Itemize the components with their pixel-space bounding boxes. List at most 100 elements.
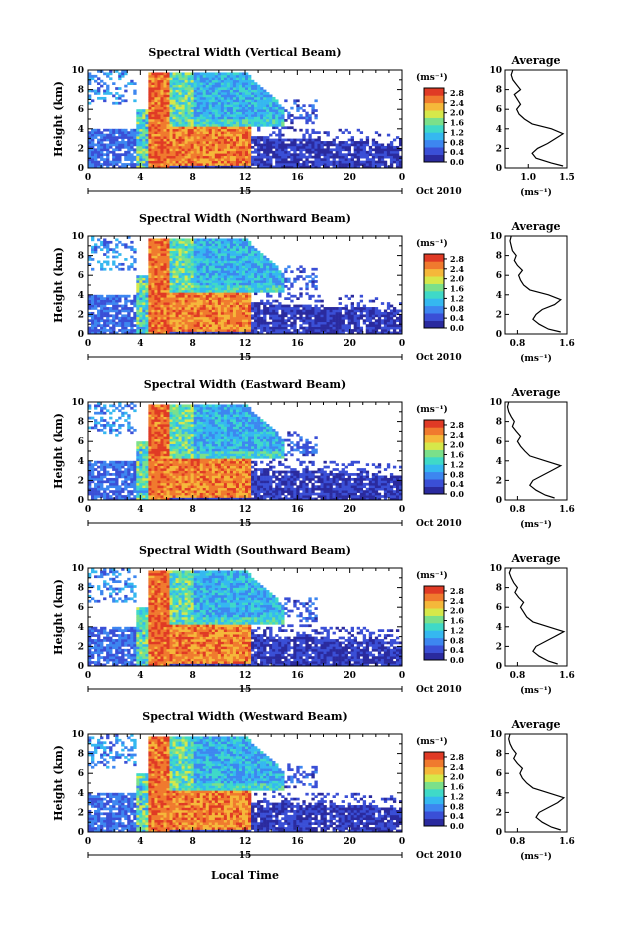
heatmap-cell [139, 131, 143, 134]
heatmap-cell [260, 121, 264, 125]
heatmap-cell [166, 292, 170, 296]
y-tick-label: 4 [78, 125, 84, 135]
heatmap-cell [106, 245, 110, 249]
heatmap-cell [251, 245, 255, 249]
heatmap-cell [245, 109, 249, 112]
heatmap-cell [184, 148, 188, 152]
heatmap-cell [344, 316, 348, 320]
heatmap-cell [320, 158, 324, 161]
heatmap-cell [217, 138, 222, 142]
heatmap-cell [235, 158, 240, 161]
heatmap-cell [199, 121, 204, 125]
heatmap-cell [320, 331, 324, 335]
heatmap-cell [181, 165, 185, 169]
heatmap-cell [398, 158, 403, 161]
heatmap-cell [235, 123, 240, 127]
heatmap-cell [169, 165, 173, 169]
heatmap-cell [226, 77, 231, 81]
colorbar-tick-label: 1.2 [450, 127, 464, 137]
heatmap-cell [305, 307, 309, 310]
heatmap-cell [245, 302, 249, 305]
heatmap-cell [145, 302, 149, 305]
heatmap-cell [205, 72, 210, 76]
heatmap-cell [281, 111, 285, 115]
heatmap-cell [157, 316, 161, 320]
heatmap-cell [184, 104, 188, 108]
heatmap-cell [205, 84, 210, 88]
heatmap-cell [284, 324, 288, 327]
heatmap-cell [248, 289, 252, 293]
heatmap-cell [238, 96, 243, 100]
heatmap-cell [199, 250, 204, 254]
heatmap-cell [314, 143, 318, 147]
heatmap-cell [208, 141, 213, 144]
heatmap-cell [266, 165, 270, 169]
heatmap-cell [257, 123, 261, 127]
heatmap-cell [112, 143, 116, 147]
heatmap-cell [281, 153, 285, 157]
heatmap-cell [154, 141, 158, 144]
heatmap-cell [238, 72, 243, 76]
heatmap-cell [214, 136, 219, 139]
heatmap-cell [269, 158, 273, 161]
heatmap-cell [320, 309, 324, 313]
heatmap-cell [214, 148, 219, 152]
heatmap-cell [130, 248, 134, 251]
heatmap-cell [299, 138, 303, 142]
heatmap-cell [232, 158, 237, 161]
heatmap-cell [380, 160, 385, 164]
heatmap-cell [166, 321, 170, 325]
heatmap-cell [136, 119, 140, 122]
heatmap-cell [91, 294, 95, 298]
heatmap-cell [353, 316, 358, 320]
heatmap-cell [235, 285, 240, 288]
heatmap-cell [287, 311, 291, 315]
heatmap-cell [106, 324, 110, 327]
heatmap-cell [257, 104, 261, 108]
heatmap-cell [350, 309, 354, 313]
heatmap-cell [296, 138, 300, 142]
heatmap-cell [151, 96, 155, 100]
heatmap-cell [308, 150, 312, 154]
heatmap-cell [229, 319, 234, 323]
heatmap-cell [326, 309, 330, 313]
heatmap-cell [121, 153, 125, 157]
heatmap-cell [187, 248, 191, 251]
heatmap-cell [181, 255, 185, 259]
heatmap-cell [329, 324, 333, 327]
heatmap-cell [187, 267, 191, 271]
heatmap-cell [160, 148, 164, 152]
heatmap-cell [112, 316, 116, 320]
heatmap-cell [112, 138, 116, 142]
heatmap-cell [232, 280, 237, 283]
heatmap-cell [178, 316, 182, 320]
heatmap-cell [166, 143, 170, 147]
heatmap-cell [232, 104, 237, 108]
heatmap-cell [241, 155, 246, 159]
heatmap-cell [248, 304, 252, 308]
heatmap-cell [235, 316, 240, 320]
heatmap-cell [245, 248, 249, 251]
heatmap-cell [211, 253, 216, 256]
heatmap-cell [257, 258, 261, 261]
heatmap-cell [220, 282, 225, 286]
heatmap-cell [314, 275, 318, 278]
heatmap-cell [157, 155, 161, 159]
heatmap-cell [112, 148, 116, 152]
heatmap-cell [223, 150, 228, 154]
heatmap-cell [214, 260, 219, 264]
heatmap-cell [217, 74, 222, 78]
heatmap-cell [190, 304, 194, 308]
heatmap-cell [139, 319, 143, 323]
heatmap-cell [181, 277, 185, 281]
heatmap-cell [248, 163, 252, 166]
heatmap-cell [311, 326, 315, 330]
heatmap-cell [220, 311, 225, 315]
heatmap-cell [184, 248, 188, 251]
heatmap-cell [205, 165, 210, 169]
heatmap-cell [166, 309, 170, 313]
heatmap-cell [187, 138, 191, 142]
heatmap-cell [163, 94, 167, 98]
heatmap-cell [272, 277, 276, 281]
heatmap-cell [365, 158, 370, 161]
